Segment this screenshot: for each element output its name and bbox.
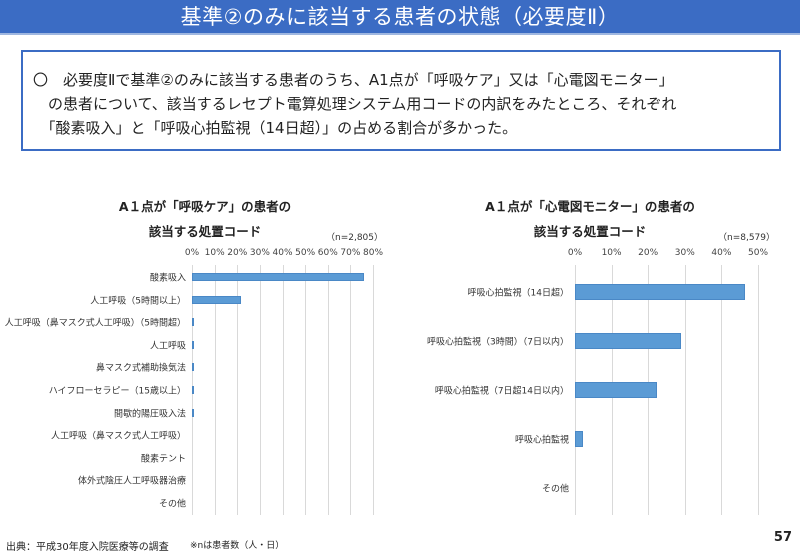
x-tick-label: 40% xyxy=(272,248,293,258)
x-tick-label: 50% xyxy=(295,248,316,258)
bar xyxy=(192,408,194,417)
x-tick-label: 30% xyxy=(249,248,270,258)
gridline xyxy=(305,265,307,515)
x-tick-label: 80% xyxy=(362,248,384,258)
bar xyxy=(192,363,194,372)
x-tick-label: 10% xyxy=(601,248,622,258)
gridline xyxy=(327,265,329,515)
gridline xyxy=(237,265,239,515)
n-label-left: （n=2,805） xyxy=(326,233,384,243)
bar xyxy=(575,284,745,300)
bar xyxy=(192,318,194,327)
x-tick-label: 50% xyxy=(747,248,769,258)
category-label: 間歇的陽圧吸入法 xyxy=(113,409,186,420)
category-label: 人工呼吸（5時間以上） xyxy=(90,296,186,307)
category-label: その他 xyxy=(158,499,186,510)
bar xyxy=(192,295,241,304)
category-label: 人工呼吸 xyxy=(149,341,186,352)
summary-line: 「酸素吸入」と「呼吸心拍監視（14日超）」の占める割合が多かった。 xyxy=(33,119,518,137)
x-tick-label: 70% xyxy=(340,248,361,258)
category-label: 人工呼吸（鼻マスク式人工呼吸）（5時間超） xyxy=(4,318,186,329)
category-label: ハイフローセラピー（15歳以上） xyxy=(48,386,186,397)
gridline xyxy=(350,265,352,515)
gridline xyxy=(758,265,759,515)
x-tick-label: 20% xyxy=(227,248,248,258)
x-tick-label: 60% xyxy=(317,248,338,258)
category-label: 呼吸心拍監視（14日超） xyxy=(467,288,569,299)
page-title: 基準②のみに該当する患者の状態（必要度Ⅱ） xyxy=(0,0,800,35)
category-label: 人工呼吸（鼻マスク式人工呼吸） xyxy=(50,431,186,442)
category-label: その他 xyxy=(541,484,569,495)
x-tick-label: 40% xyxy=(711,248,732,258)
gridline xyxy=(282,265,284,515)
page-number: 57 xyxy=(773,530,792,545)
x-tick-label: 0% xyxy=(567,248,583,258)
summary-line: 〇 必要度Ⅱで基準②のみに該当する患者のうち、A1点が「呼吸ケア」又は「心電図モ… xyxy=(33,71,674,89)
x-tick-label: 10% xyxy=(204,248,225,258)
x-tick-label: 20% xyxy=(638,248,659,258)
gridline xyxy=(259,265,261,515)
category-label: 酸素吸入 xyxy=(149,273,186,284)
category-label: 呼吸心拍監視（3時間）（7日以内） xyxy=(427,337,569,348)
gridline xyxy=(373,265,374,515)
x-tick-label: 30% xyxy=(674,248,695,258)
category-label: 酸素テント xyxy=(140,454,186,465)
gridline xyxy=(684,265,686,515)
gridline xyxy=(721,265,723,515)
bar xyxy=(575,431,584,447)
summary-line: の患者について、該当するレセプト電算処理システム用コードの内訳をみたところ、それ… xyxy=(33,95,677,113)
chart-subtitle-left: 該当する処置コード xyxy=(148,224,262,239)
bar xyxy=(575,333,682,349)
bar xyxy=(192,273,364,281)
category-label: 呼吸心拍監視（7日超14日以内） xyxy=(434,386,569,397)
summary-box: 〇 必要度Ⅱで基準②のみに該当する患者のうち、A1点が「呼吸ケア」又は「心電図モ… xyxy=(21,50,781,151)
chart-title-right: A１点が「心電図モニター」の患者の xyxy=(485,199,695,214)
x-tick-label: 0% xyxy=(184,248,200,258)
n-footnote: ※nは患者数（人・日） xyxy=(190,541,285,551)
bar xyxy=(192,386,194,394)
gridline xyxy=(214,265,216,515)
n-label-right: （n=8,579） xyxy=(718,233,776,243)
category-label: 呼吸心拍監視 xyxy=(514,435,569,446)
category-label: 鼻マスク式補助換気法 xyxy=(95,363,186,374)
bar xyxy=(575,382,657,398)
category-label: 体外式陰圧人工呼吸器治療 xyxy=(77,476,186,487)
chart-subtitle-right: 該当する処置コード xyxy=(533,224,647,239)
bar xyxy=(192,340,194,349)
chart-title-left: A１点が「呼吸ケア」の患者の xyxy=(118,199,292,214)
source-note: 出典：平成30年度入院医療等の調査 xyxy=(6,542,169,553)
